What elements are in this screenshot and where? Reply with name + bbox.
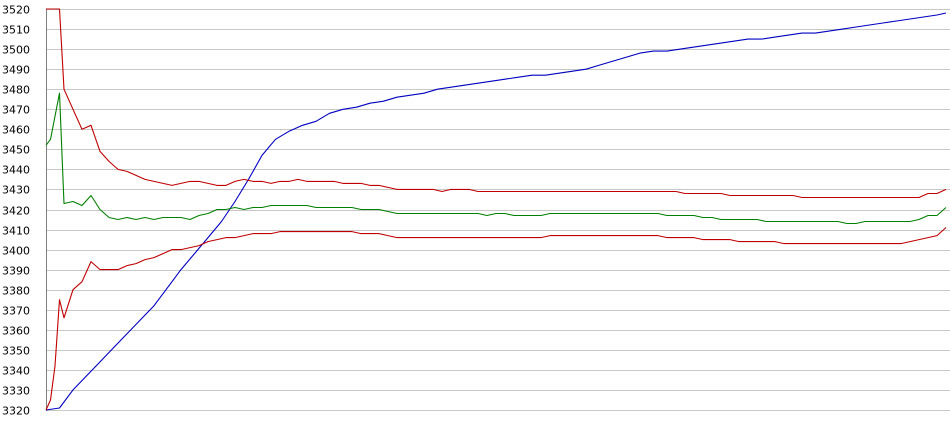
- y-tick-label: 3500: [2, 44, 30, 57]
- series-line-4: [45, 227, 947, 411]
- y-tick-label: 3350: [2, 345, 30, 358]
- series-line-2: [46, 8, 947, 199]
- y-tick-label: 3460: [2, 124, 30, 137]
- y-tick-label: 3430: [2, 184, 30, 197]
- y-tick-label: 3480: [2, 84, 30, 97]
- grid: [46, 9, 950, 411]
- y-tick-label: 3520: [2, 4, 30, 17]
- y-tick-label: 3510: [2, 24, 30, 37]
- y-tick-label: 3400: [2, 245, 30, 258]
- y-tick-label: 3490: [2, 64, 30, 77]
- y-tick-label: 3320: [2, 405, 30, 418]
- y-tick-label: 3470: [2, 104, 30, 117]
- y-tick-label: 3420: [2, 205, 30, 218]
- y-tick-label: 3360: [2, 325, 30, 338]
- y-tick-label: 3330: [2, 385, 30, 398]
- y-tick-label: 3410: [2, 225, 30, 238]
- y-tick-label: 3370: [2, 305, 30, 318]
- y-tick-label: 3390: [2, 265, 30, 278]
- y-tick-label: 3450: [2, 144, 30, 157]
- series-line-3: [45, 92, 947, 225]
- y-tick-label: 3440: [2, 164, 30, 177]
- y-tick-label: 3340: [2, 365, 30, 378]
- y-tick-label: 3380: [2, 285, 30, 298]
- y-axis-tick-labels: 3320 3330 3340 3350 3360 3370 3380 3390 3400 3410…: [2, 4, 30, 418]
- series-line-1: [45, 12, 947, 411]
- series-lines: [45, 8, 947, 411]
